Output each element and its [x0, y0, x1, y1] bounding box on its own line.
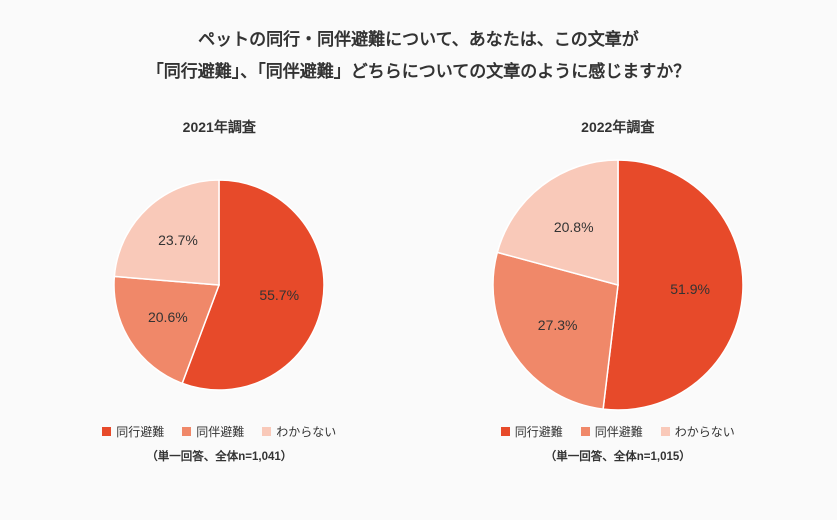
- legend-swatch: [102, 427, 111, 436]
- chart-title-2022: 2022年調査: [581, 117, 654, 137]
- charts-row: 2021年調査 55.7% 20.6% 23.7% 同行避難 同伴避難 わからない （単…: [20, 117, 817, 464]
- legend-swatch: [661, 427, 670, 436]
- slice-label: 20.6%: [148, 309, 188, 325]
- slice-label: 51.9%: [670, 281, 710, 297]
- slice-label: 20.8%: [554, 219, 594, 235]
- pie-2022: 51.9% 27.3% 20.8%: [488, 155, 748, 415]
- chart-2022: 2022年調査 51.9% 27.3% 20.8% 同行避難 同伴避難 わからない （単…: [419, 117, 818, 464]
- legend-swatch: [262, 427, 271, 436]
- legend-label: 同伴避難: [196, 423, 244, 440]
- legend-item: 同伴避難: [581, 423, 643, 440]
- chart-2021: 2021年調査 55.7% 20.6% 23.7% 同行避難 同伴避難 わからない （単…: [20, 117, 419, 464]
- legend-swatch: [501, 427, 510, 436]
- legend-label: 同伴避難: [595, 423, 643, 440]
- pie-2021: 55.7% 20.6% 23.7%: [89, 155, 349, 415]
- title-line-1: ペットの同行・同伴避難について、あなたは、この文章が: [20, 24, 817, 56]
- slice-label: 23.7%: [158, 232, 198, 248]
- legend-item: 同行避難: [501, 423, 563, 440]
- legend-label: 同行避難: [116, 423, 164, 440]
- legend-label: わからない: [675, 423, 735, 440]
- title-line-2: 「同行避難」、「同伴避難」どちらについての文章のように感じますか？: [20, 56, 817, 88]
- legend-label: わからない: [276, 423, 336, 440]
- legend-2022: 同行避難 同伴避難 わからない: [501, 423, 735, 440]
- legend-item: 同伴避難: [182, 423, 244, 440]
- legend-item: わからない: [661, 423, 735, 440]
- legend-item: 同行避難: [102, 423, 164, 440]
- legend-item: わからない: [262, 423, 336, 440]
- legend-swatch: [182, 427, 191, 436]
- chart-title-2021: 2021年調査: [183, 117, 256, 137]
- legend-swatch: [581, 427, 590, 436]
- title-block: ペットの同行・同伴避難について、あなたは、この文章が 「同行避難」、「同伴避難」…: [20, 24, 817, 89]
- legend-label: 同行避難: [515, 423, 563, 440]
- slice-label: 55.7%: [259, 287, 299, 303]
- legend-2021: 同行避難 同伴避難 わからない: [102, 423, 336, 440]
- caption-2021: （単一回答、全体n=1,041）: [146, 448, 292, 464]
- slice-label: 27.3%: [538, 317, 578, 333]
- caption-2022: （単一回答、全体n=1,015）: [545, 448, 691, 464]
